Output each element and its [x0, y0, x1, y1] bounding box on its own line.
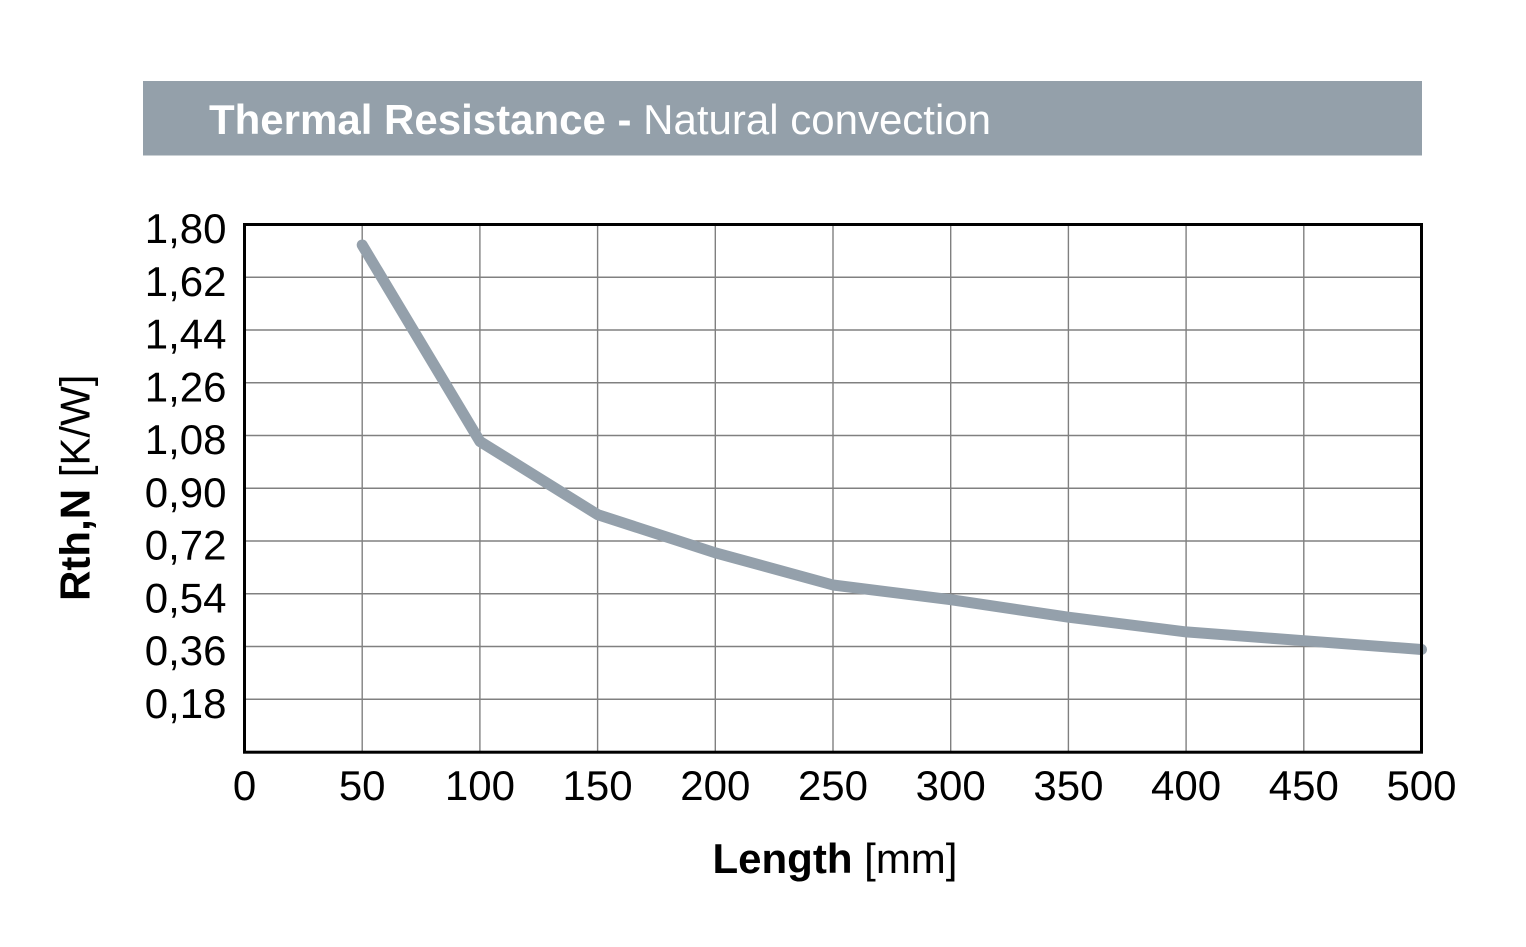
svg-text:400: 400 [1151, 762, 1221, 809]
svg-text:0: 0 [233, 762, 256, 809]
svg-text:Rth,N [K/W]: Rth,N [K/W] [52, 375, 99, 601]
svg-text:1,62: 1,62 [145, 258, 227, 305]
svg-text:0,18: 0,18 [145, 680, 227, 727]
svg-text:1,80: 1,80 [145, 205, 227, 252]
svg-text:300: 300 [916, 762, 986, 809]
svg-text:0,54: 0,54 [145, 574, 227, 621]
svg-text:250: 250 [798, 762, 868, 809]
svg-text:1,44: 1,44 [145, 311, 227, 358]
svg-text:100: 100 [445, 762, 515, 809]
svg-text:0,36: 0,36 [145, 627, 227, 674]
svg-text:150: 150 [563, 762, 633, 809]
svg-text:0,72: 0,72 [145, 522, 227, 569]
svg-text:0,90: 0,90 [145, 469, 227, 516]
svg-text:Length [mm]: Length [mm] [713, 835, 958, 882]
svg-text:500: 500 [1386, 762, 1456, 809]
svg-text:350: 350 [1033, 762, 1103, 809]
svg-text:1,08: 1,08 [145, 416, 227, 463]
svg-text:Thermal Resistance - Natural c: Thermal Resistance - Natural convection [209, 96, 991, 143]
svg-text:50: 50 [339, 762, 386, 809]
svg-text:1,26: 1,26 [145, 363, 227, 410]
svg-text:200: 200 [680, 762, 750, 809]
svg-text:450: 450 [1269, 762, 1339, 809]
